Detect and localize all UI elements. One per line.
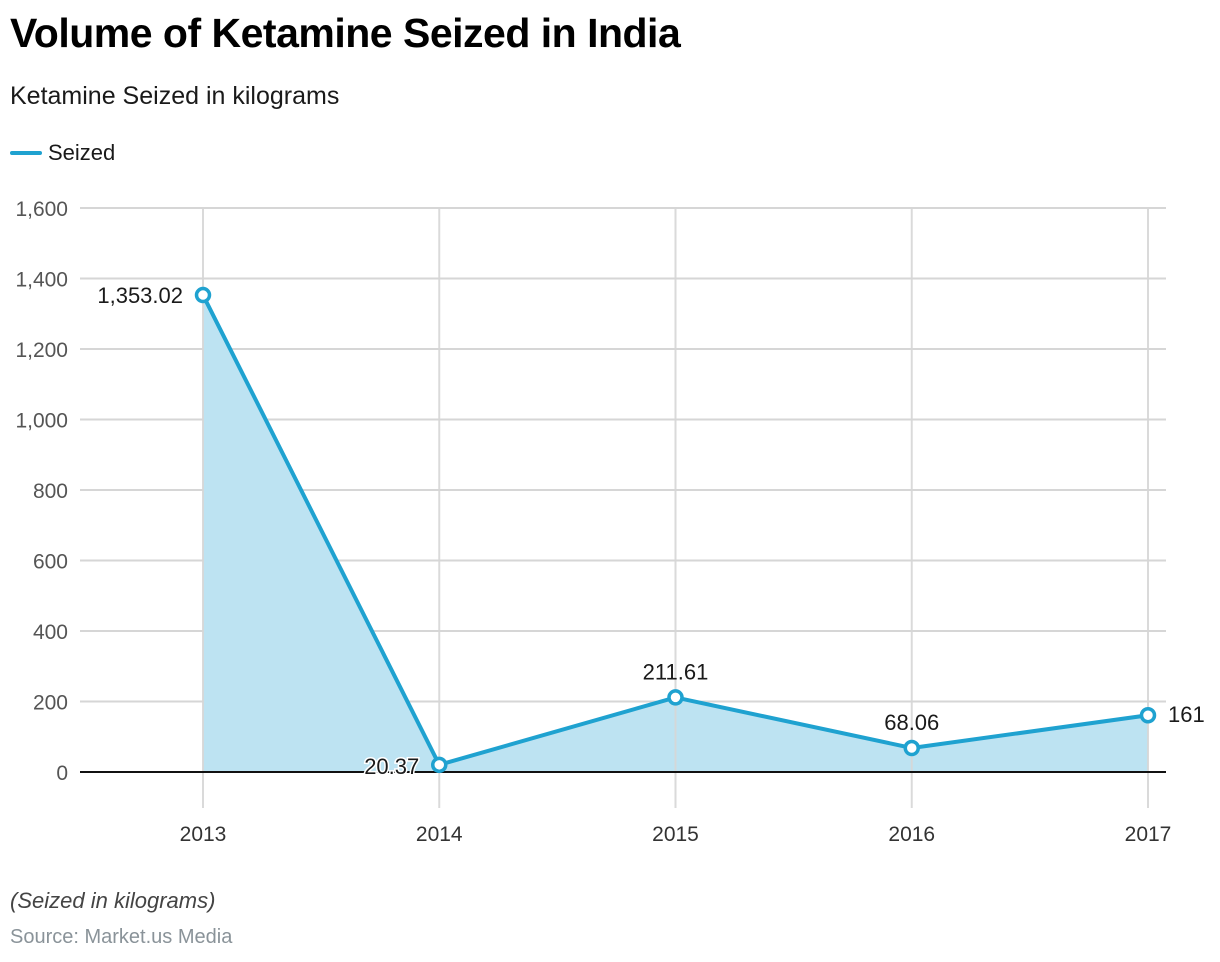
legend-label: Seized <box>48 140 116 165</box>
x-tick-label: 2016 <box>888 823 935 846</box>
data-points <box>194 286 1157 774</box>
data-point <box>667 689 684 706</box>
data-label: 1,353.02 <box>97 283 183 308</box>
data-point <box>1139 706 1157 724</box>
data-point <box>431 756 448 774</box>
y-tick-label: 1,200 <box>15 339 68 362</box>
y-axis-tick-labels: 0 200 400 600 800 1,000 1,200 1,400 1,600 <box>15 198 68 785</box>
legend-swatch <box>10 151 42 155</box>
y-tick-label: 600 <box>33 551 68 574</box>
data-label: 68.06 <box>884 710 939 735</box>
y-tick-label: 400 <box>33 621 68 644</box>
y-tick-label: 800 <box>33 480 68 503</box>
data-label: 211.61 <box>643 659 709 684</box>
x-tick-label: 2017 <box>1125 823 1172 846</box>
legend: Seized <box>10 140 115 166</box>
x-tick-label: 2015 <box>652 823 699 846</box>
y-tick-label: 1,600 <box>15 198 68 221</box>
footnote: (Seized in kilograms) <box>10 888 216 913</box>
data-point <box>903 739 920 757</box>
x-tick-label: 2014 <box>416 823 463 846</box>
source-text: Source: Market.us Media <box>10 926 233 948</box>
area-fill <box>203 295 1148 772</box>
data-label: 20.37 <box>364 754 419 779</box>
y-tick-label: 1,400 <box>15 269 68 292</box>
data-point <box>194 286 212 304</box>
data-label: 161 <box>1168 702 1205 727</box>
vertical-gridlines <box>202 208 1149 808</box>
data-labels: 1,353.02 20.37 211.61 68.06 161 <box>97 283 1205 780</box>
chart-subtitle: Ketamine Seized in kilograms <box>10 82 340 110</box>
y-tick-label: 0 <box>56 762 68 785</box>
area-fill-group <box>203 295 1148 772</box>
x-axis-tick-labels: 2013 2014 2015 2016 2017 <box>180 823 1172 846</box>
y-tick-label: 200 <box>33 692 68 715</box>
chart-title: Volume of Ketamine Seized in India <box>10 10 681 56</box>
x-tick-label: 2013 <box>180 823 227 846</box>
y-tick-label: 1,000 <box>15 410 68 433</box>
